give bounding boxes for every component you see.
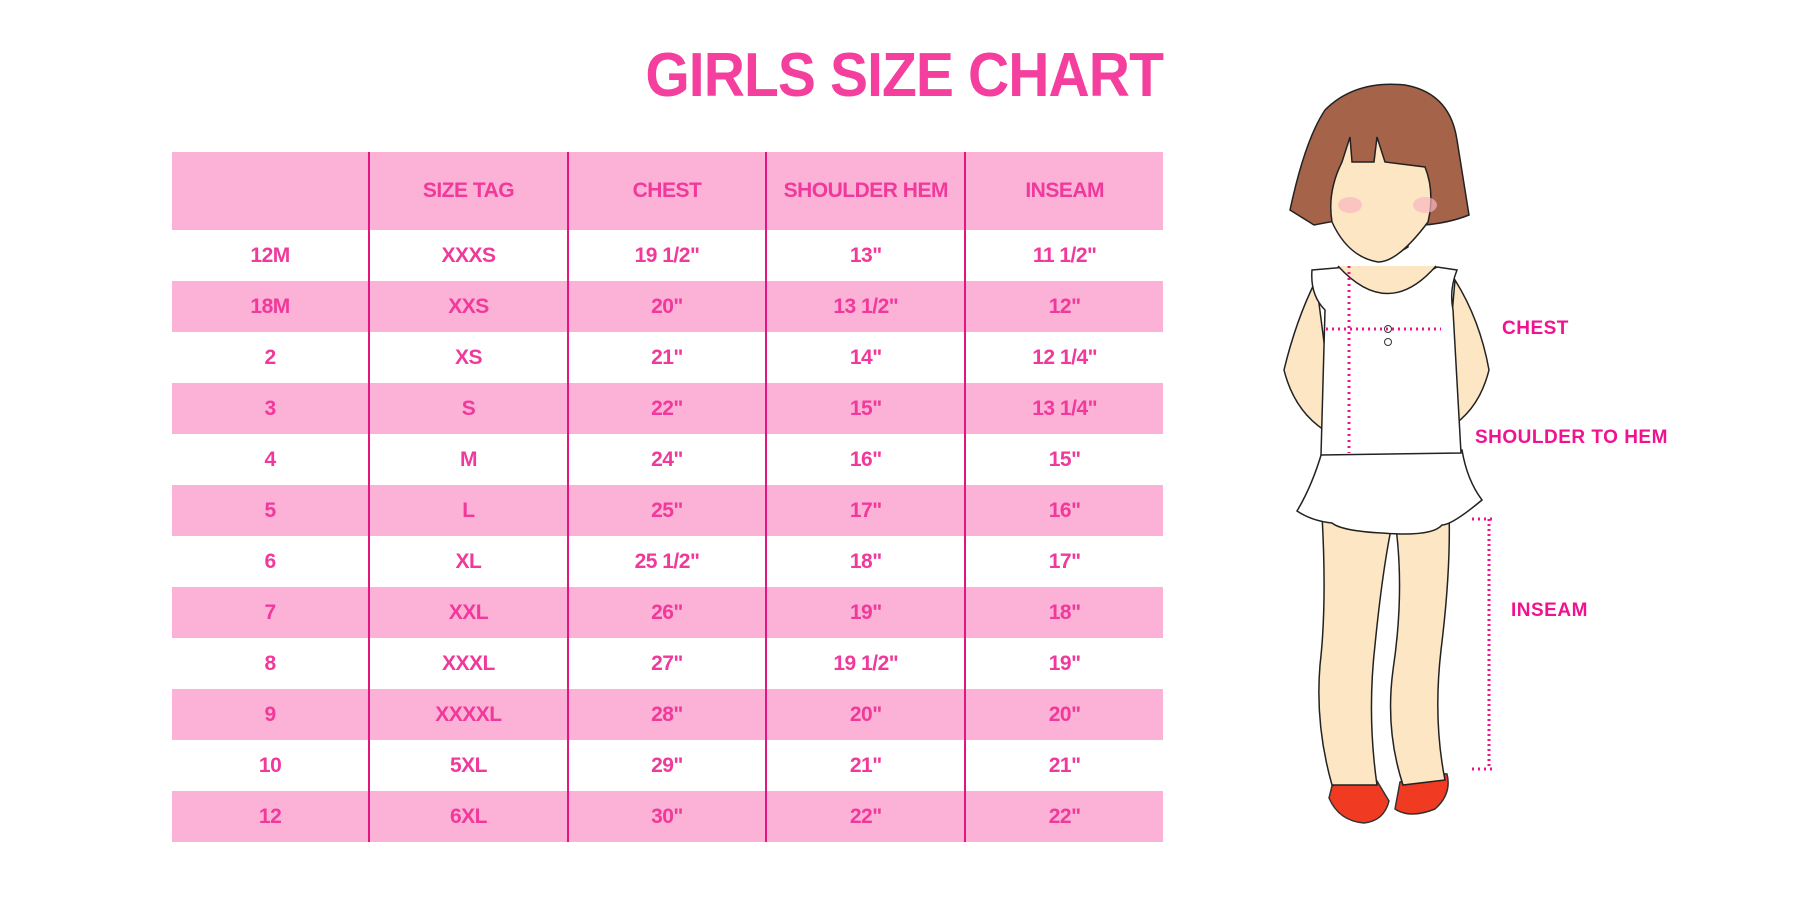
table-cell: 30"	[566, 791, 767, 842]
table-cell: XXXS	[368, 230, 568, 281]
table-cell: 13"	[765, 230, 966, 281]
table-cell: 22"	[765, 791, 966, 842]
table-row: 7 XXL 26" 19" 18"	[172, 587, 1163, 638]
table-cell: 3	[172, 383, 370, 434]
legs	[1318, 509, 1451, 786]
column-header: CHEST	[566, 152, 767, 230]
column-header: SIZE TAG	[368, 152, 568, 230]
table-cell: 4	[264, 447, 277, 471]
table-row: 12 6XL 30" 22" 22"	[172, 791, 1163, 842]
table-cell: 25"	[566, 485, 767, 536]
table-cell: 19 1/2"	[566, 230, 767, 281]
table-cell: XL	[368, 536, 568, 587]
table-row: 2 XS 21" 14" 12 1/4"	[172, 332, 1163, 383]
table-cell: XS	[368, 332, 568, 383]
table-cell: 20"	[566, 281, 767, 332]
table-cell: 17"	[964, 536, 1163, 587]
table-cell: 11 1/2"	[964, 230, 1163, 281]
table-cell: 16"	[765, 434, 966, 485]
table-cell: 13 1/2"	[765, 281, 966, 332]
table-cell: 7	[172, 587, 370, 638]
table-cell: 12M	[250, 243, 290, 267]
cheek	[1338, 197, 1362, 213]
table-cell: 22"	[566, 383, 767, 434]
column-header	[172, 152, 370, 230]
table-cell: 28"	[566, 689, 767, 740]
column-header: SHOULDER HEM	[765, 152, 966, 230]
table-cell: 18"	[765, 536, 966, 587]
table-cell: 10	[258, 753, 282, 777]
table-cell: 16"	[964, 485, 1163, 536]
table-cell: 13 1/4"	[964, 383, 1163, 434]
table-cell: 18"	[964, 587, 1163, 638]
table-cell: S	[368, 383, 568, 434]
table-cell: XXS	[368, 281, 568, 332]
table-cell: 5	[172, 485, 370, 536]
table-cell: 19"	[964, 638, 1163, 689]
cheek	[1413, 197, 1437, 213]
table-cell: 26"	[566, 587, 767, 638]
table-cell: 6	[264, 549, 277, 573]
column-header: INSEAM	[964, 152, 1163, 230]
table-cell: 12 1/4"	[964, 332, 1163, 383]
table-cell: M	[368, 434, 568, 485]
table-header-row: SIZE TAG CHEST SHOULDER HEM INSEAM	[172, 152, 1163, 230]
table-row: 3 S 22" 15" 13 1/4"	[172, 383, 1163, 434]
shoulder-to-hem-label: SHOULDER TO HEM	[1475, 427, 1668, 448]
table-cell: 21"	[964, 740, 1163, 791]
table-cell: 2	[264, 345, 277, 369]
table-row: 9 XXXXL 28" 20" 20"	[172, 689, 1163, 740]
shirt	[1311, 266, 1462, 456]
table-cell: 5XL	[368, 740, 568, 791]
table-cell: XXL	[368, 587, 568, 638]
table-cell: 12	[172, 791, 370, 842]
table-cell: 19 1/2"	[765, 638, 966, 689]
table-cell: XXXL	[368, 638, 568, 689]
table-row: 6 XL 25 1/2" 18" 17"	[172, 536, 1163, 587]
table-cell: 9	[172, 689, 370, 740]
table-cell: 25 1/2"	[566, 536, 767, 587]
table-row: 8 XXXL 27" 19 1/2" 19"	[172, 638, 1163, 689]
table-row: 18M XXS 20" 13 1/2" 12"	[172, 281, 1163, 332]
table-cell: 15"	[765, 383, 966, 434]
table-cell: 12"	[964, 281, 1163, 332]
table-row: 5 L 25" 17" 16"	[172, 485, 1163, 536]
table-cell: 21"	[765, 740, 966, 791]
table-cell: 20"	[765, 689, 966, 740]
table-row: 4 M 24" 16" 15"	[172, 434, 1163, 485]
table-cell: 14"	[765, 332, 966, 383]
table-cell: 20"	[964, 689, 1163, 740]
table-cell: 6XL	[368, 791, 568, 842]
table-cell: 24"	[566, 434, 767, 485]
skirt	[1295, 449, 1484, 535]
size-table: SIZE TAG CHEST SHOULDER HEM INSEAM 12M XXXS 1…	[172, 152, 1163, 842]
table-cell: 22"	[964, 791, 1163, 842]
chest-label: CHEST	[1502, 318, 1569, 339]
table-cell: 19"	[765, 587, 966, 638]
table-cell: 8	[264, 651, 277, 675]
table-cell: 29"	[566, 740, 767, 791]
button-dot	[1384, 338, 1392, 346]
table-cell: 17"	[765, 485, 966, 536]
page-title: GIRLS SIZE CHART	[645, 41, 1164, 110]
inseam-label: INSEAM	[1511, 600, 1588, 621]
table-cell: 21"	[566, 332, 767, 383]
table-row: 12M XXXS 19 1/2" 13" 11 1/2"	[172, 230, 1163, 281]
table-cell: 15"	[964, 434, 1163, 485]
table-cell: L	[368, 485, 568, 536]
table-row: 10 5XL 29" 21" 21"	[172, 740, 1163, 791]
face	[1330, 136, 1432, 263]
table-cell: XXXXL	[368, 689, 568, 740]
table-cell: 18M	[172, 281, 370, 332]
neckline	[1337, 265, 1437, 295]
table-cell: 27"	[566, 638, 767, 689]
